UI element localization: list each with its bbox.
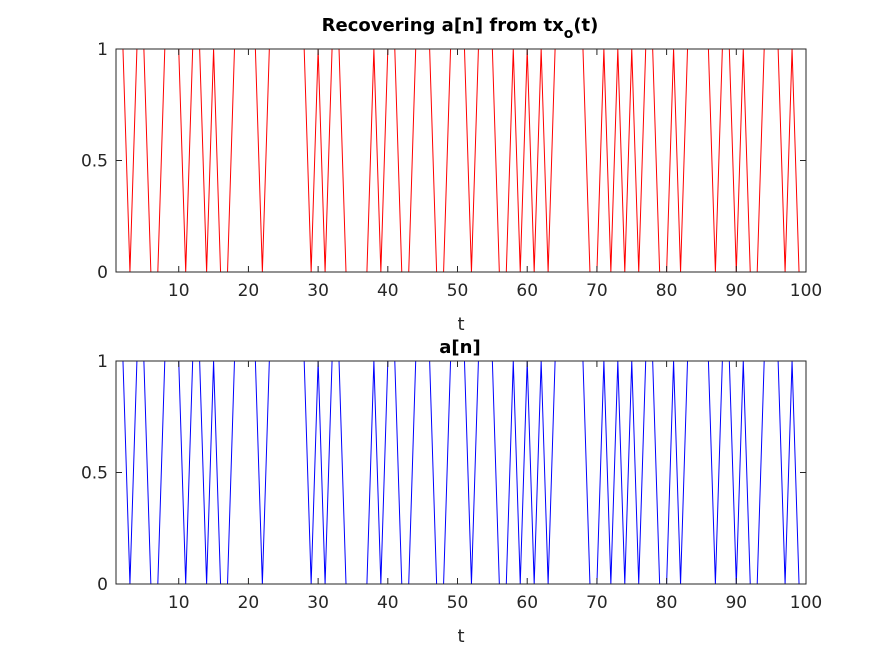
top-y-tick-label: 1 (97, 40, 108, 60)
top-x-tick-label: 70 (586, 281, 608, 301)
top-y-tick-label: 0 (97, 263, 108, 283)
bottom-y-tick-label: 1 (97, 352, 108, 372)
top-x-tick-label: 100 (790, 281, 822, 301)
top-x-tick-label: 90 (725, 281, 747, 301)
bottom-x-tick-label: 70 (586, 593, 608, 613)
bottom-x-axis-label: t (457, 626, 464, 647)
top-x-tick-label: 20 (238, 281, 260, 301)
subplot-top: Recovering a[n] from txo(t) t 10 20 30 40 50… (81, 15, 822, 335)
top-x-tick-label: 40 (377, 281, 399, 301)
bottom-y-tick-label: 0.5 (81, 464, 108, 484)
top-x-tick-label: 30 (307, 281, 329, 301)
bottom-x-tick-label: 30 (307, 593, 329, 613)
top-x-tick-label: 50 (447, 281, 469, 301)
top-plot-title: Recovering a[n] from txo(t) (322, 15, 599, 42)
top-x-tick-label: 60 (516, 281, 538, 301)
bottom-x-tick-label: 40 (377, 593, 399, 613)
bottom-x-tick-label: 90 (725, 593, 747, 613)
top-x-tick-label: 80 (656, 281, 678, 301)
top-x-tick-label: 10 (168, 281, 190, 301)
bottom-x-tick-label: 80 (656, 593, 678, 613)
bottom-x-tick-label: 100 (790, 593, 822, 613)
bottom-x-tick-label: 20 (238, 593, 260, 613)
bottom-x-tick-label: 10 (168, 593, 190, 613)
bottom-y-tick-label: 0 (97, 575, 108, 595)
top-x-axis-label: t (457, 314, 464, 335)
bottom-x-tick-label: 50 (447, 593, 469, 613)
bottom-x-tick-label: 60 (516, 593, 538, 613)
top-y-tick-label: 0.5 (81, 152, 108, 172)
subplot-bottom: a[n] t 10 20 30 40 50 60 70 80 90 100 0 0.5 1 (81, 337, 822, 647)
bottom-plot-title: a[n] (439, 337, 480, 358)
